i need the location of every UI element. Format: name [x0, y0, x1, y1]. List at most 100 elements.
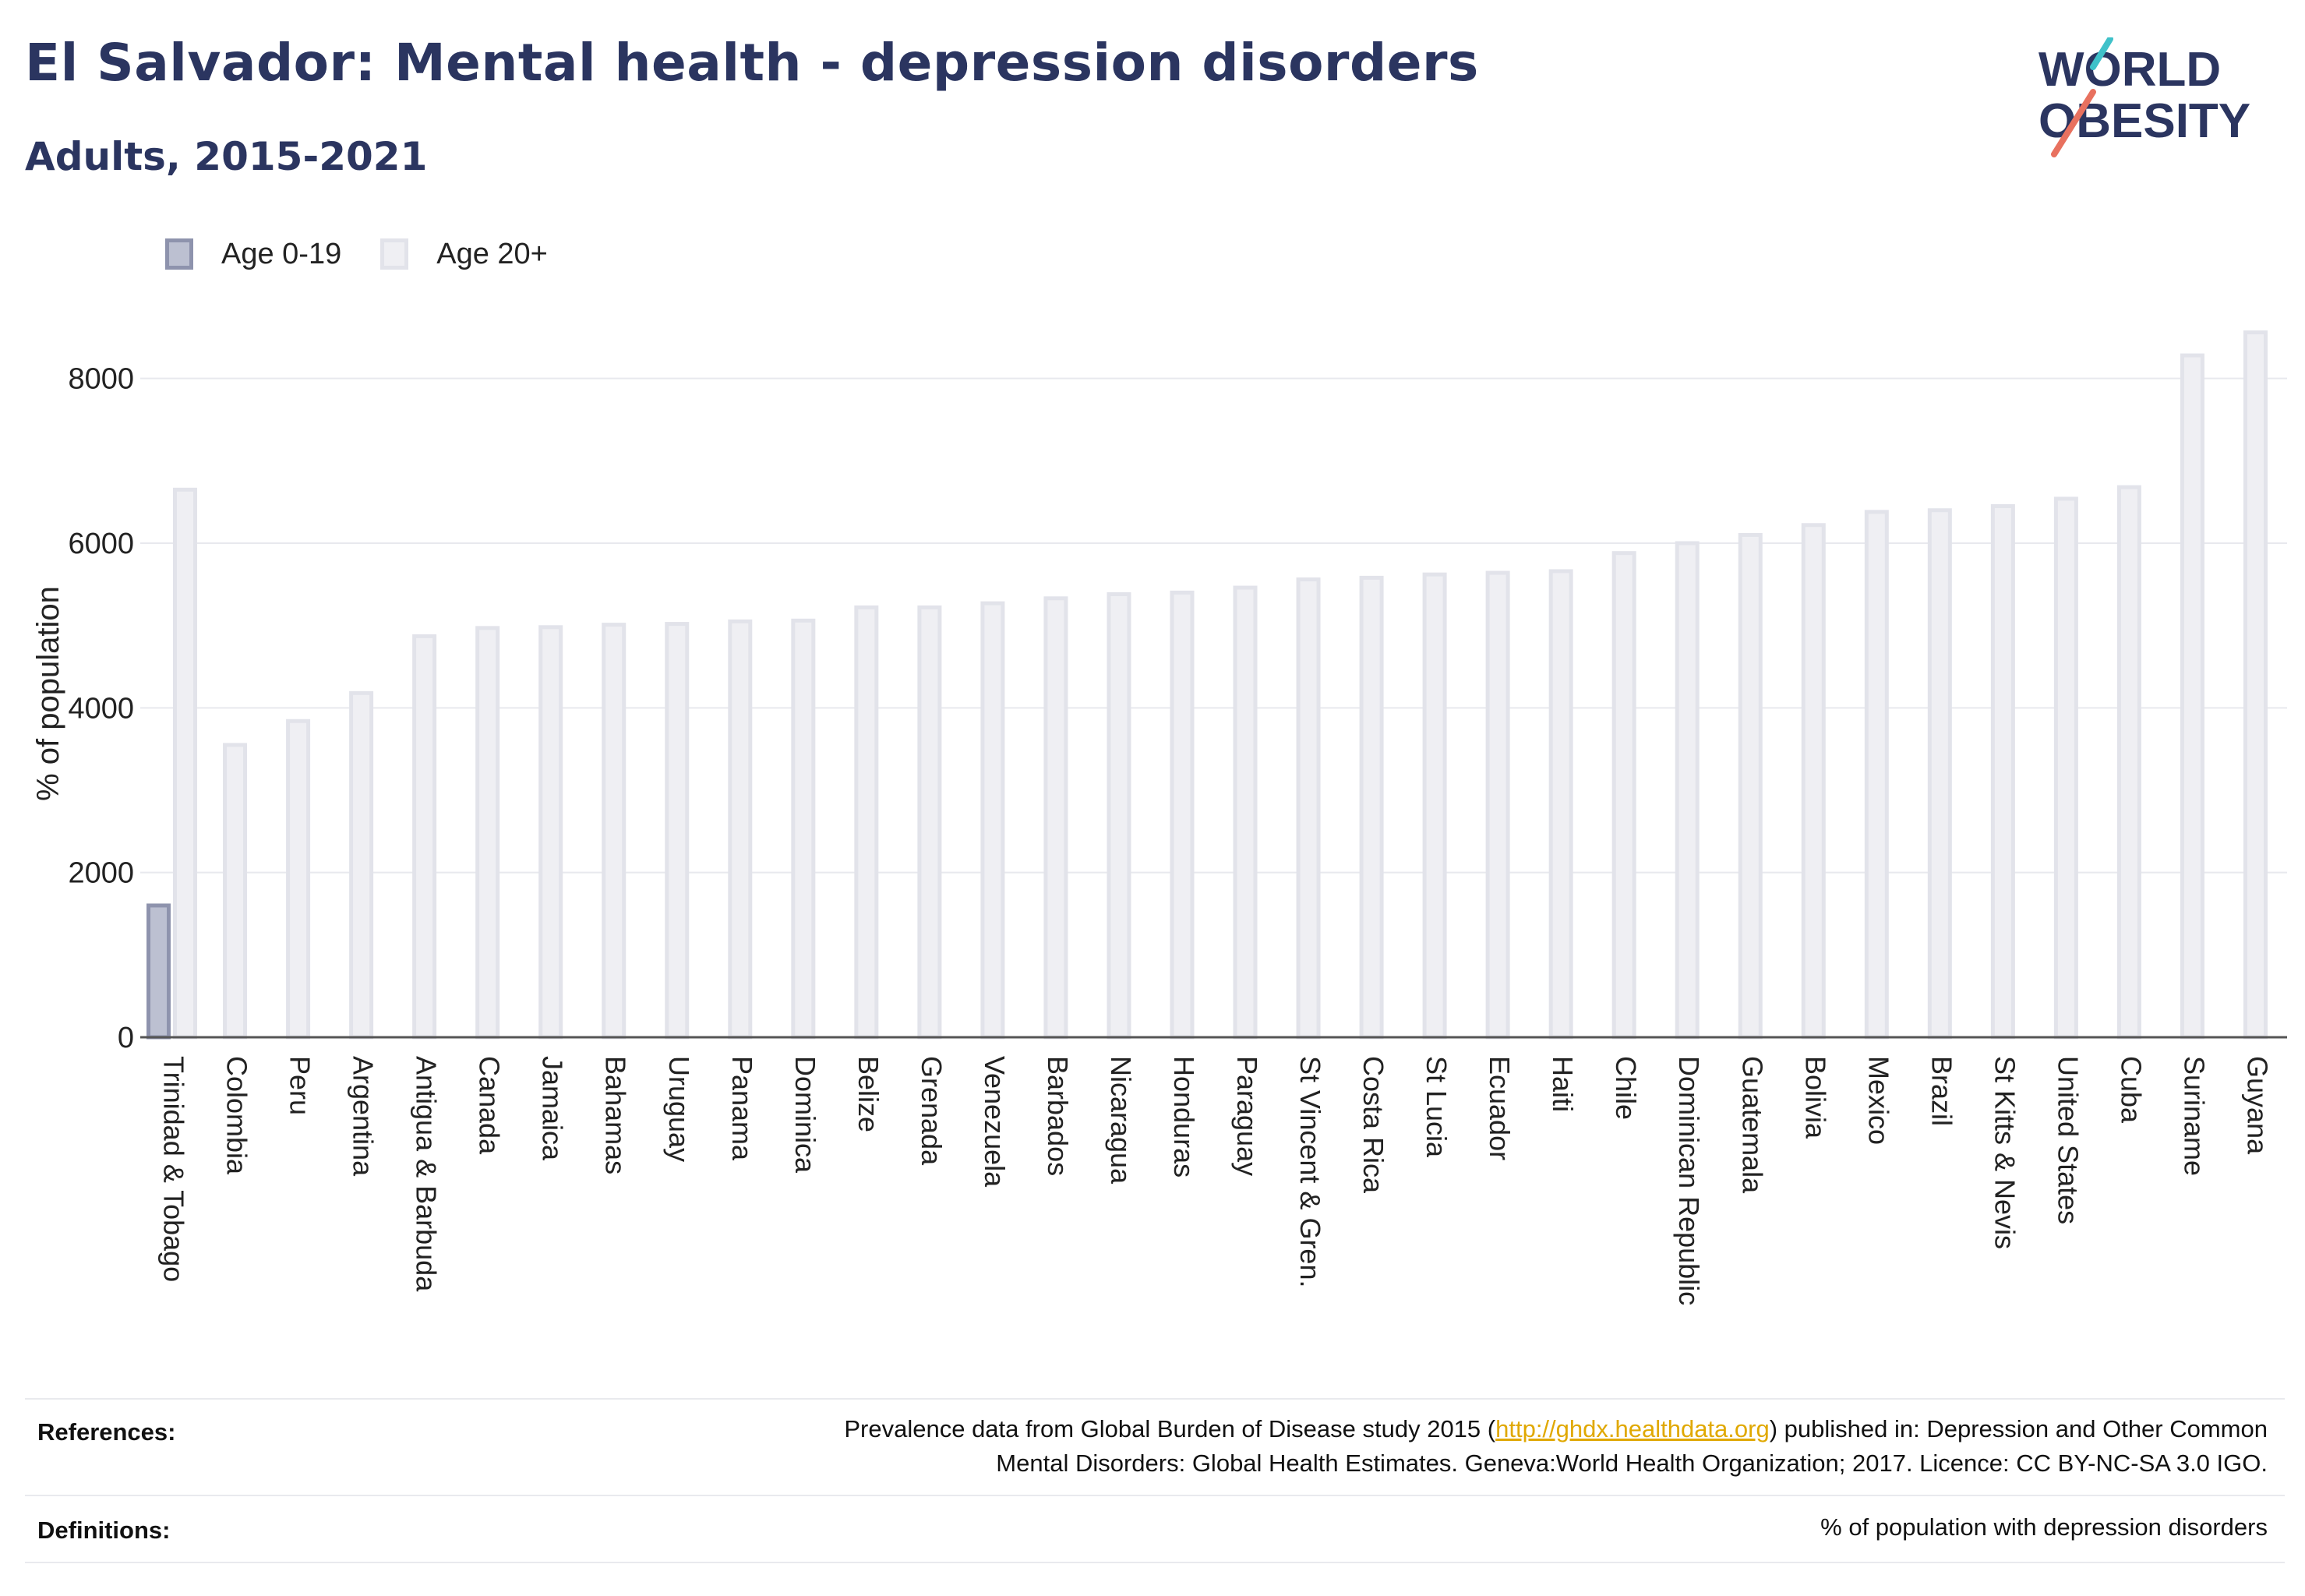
- references-label: References:: [37, 1418, 176, 1446]
- bar-age-20-plus: [1170, 590, 1195, 1040]
- bar-age-20-plus: [2116, 485, 2141, 1040]
- x-tick-label: Panama: [726, 1056, 758, 1161]
- y-tick-label: 6000: [68, 528, 134, 560]
- y-tick-label: 0: [118, 1022, 134, 1054]
- bar-age-20-plus: [349, 690, 374, 1040]
- y-tick-label: 2000: [68, 857, 134, 890]
- grid-lines: [140, 377, 2287, 874]
- legend-label: Age 0-19: [221, 237, 342, 270]
- footer-divider-bottom: [25, 1562, 2285, 1563]
- references-line2: Mental Disorders: Global Health Estimate…: [996, 1449, 2268, 1477]
- bar-age-20-plus: [1738, 532, 1763, 1040]
- legend-label: Age 20+: [436, 237, 548, 270]
- x-tick-label: Honduras: [1168, 1056, 1200, 1178]
- x-tick-label: Bolivia: [1799, 1056, 1831, 1139]
- bar-age-20-plus: [475, 626, 500, 1040]
- bar-chart: 0 2000 4000 6000 8000 Trinidad & Tobago Colom…: [31, 330, 2287, 1305]
- x-tick-label: Costa Rica: [1357, 1056, 1389, 1194]
- legend-item-age-20-plus[interactable]: Age 20+: [380, 238, 548, 271]
- x-tick-label: Paraguay: [1231, 1056, 1263, 1176]
- legend-swatch-age-0-19: [165, 238, 193, 270]
- x-tick-label: Bahamas: [600, 1056, 632, 1174]
- references-link[interactable]: http://ghdx.healthdata.org: [1495, 1415, 1770, 1442]
- bar-age-20-plus: [2180, 353, 2204, 1040]
- x-tick-label: Ecuador: [1484, 1056, 1516, 1160]
- bar-age-20-plus: [1611, 551, 1636, 1040]
- x-tick-label: Grenada: [916, 1056, 948, 1166]
- x-tick-label: Cuba: [2115, 1056, 2147, 1124]
- x-tick-label: Canada: [474, 1056, 506, 1155]
- bar-age-20-plus: [1485, 570, 1510, 1040]
- x-tick-label: Nicaragua: [1105, 1056, 1137, 1185]
- bar-age-20-plus: [791, 618, 816, 1040]
- y-tick-label: 4000: [68, 692, 134, 725]
- x-tick-label: Chile: [1610, 1056, 1642, 1120]
- logo-line1: WORLD: [2038, 43, 2221, 97]
- x-tick-label: Dominica: [789, 1056, 821, 1174]
- y-tick-label: 8000: [68, 363, 134, 396]
- bar-age-20-plus: [538, 625, 563, 1040]
- bar-age-20-plus: [223, 743, 248, 1040]
- bar-age-20-plus: [1927, 508, 1952, 1040]
- bar-age-20-plus: [412, 634, 437, 1040]
- x-tick-label: Barbados: [1042, 1056, 1074, 1176]
- definitions-text: % of population with depression disorder…: [1820, 1513, 2268, 1541]
- x-tick-label: Venezuela: [979, 1056, 1011, 1188]
- x-tick-label: St Kitts & Nevis: [1989, 1056, 2021, 1249]
- bar-age-20-plus: [173, 487, 198, 1040]
- chart-legend: Age 0-19 Age 20+: [165, 231, 587, 277]
- x-tick-label: Jamaica: [537, 1056, 569, 1161]
- bar-age-20-plus: [1548, 569, 1573, 1040]
- bar-age-20-plus: [286, 719, 311, 1040]
- bar-age-20-plus: [1359, 575, 1384, 1040]
- x-tick-label: St Lucia: [1421, 1056, 1453, 1158]
- bar-age-20-plus: [1801, 523, 1826, 1040]
- bar-age-20-plus: [854, 605, 879, 1040]
- bar-age-20-plus: [1864, 510, 1889, 1040]
- x-tick-label: Colombia: [221, 1056, 253, 1175]
- bar-age-20-plus: [1107, 592, 1131, 1040]
- x-tick-label: Suriname: [2178, 1056, 2210, 1176]
- x-tick-label: Guyana: [2241, 1056, 2273, 1155]
- bar-age-20-plus: [917, 605, 942, 1040]
- legend-item-age-0-19[interactable]: Age 0-19: [165, 238, 341, 271]
- x-tick-label: Peru: [284, 1056, 316, 1115]
- bars: [146, 330, 2268, 1040]
- bar-age-20-plus: [602, 623, 627, 1040]
- legend-swatch-age-20-plus: [380, 238, 409, 270]
- bar-age-0-19: [146, 903, 171, 1040]
- x-tick-label: Guatemala: [1736, 1056, 1768, 1194]
- bar-age-20-plus: [1675, 541, 1700, 1040]
- x-tick-label: St Vincent & Gren.: [1294, 1056, 1326, 1288]
- world-obesity-logo: WORLD OBESITY: [2038, 37, 2250, 157]
- bar-age-20-plus: [1233, 585, 1258, 1040]
- x-tick-label: Uruguay: [663, 1056, 695, 1162]
- references-post: ) published in: Depression and Other Com…: [1769, 1415, 2268, 1442]
- chart-title: El Salvador: Mental health - depression …: [25, 33, 1479, 93]
- references-pre: Prevalence data from Global Burden of Di…: [844, 1415, 1496, 1442]
- x-tick-label: Belize: [852, 1056, 884, 1132]
- x-tick-label: Antigua & Barbuda: [411, 1056, 443, 1292]
- bar-age-20-plus: [1422, 572, 1447, 1040]
- bar-age-20-plus: [2243, 330, 2268, 1040]
- bar-age-20-plus: [1296, 577, 1321, 1040]
- x-axis-labels: Trinidad & Tobago Colombia Peru Argentina An…: [158, 1056, 2274, 1305]
- bar-age-20-plus: [1043, 596, 1068, 1040]
- references-text: Prevalence data from Global Burden of Di…: [844, 1412, 2268, 1481]
- y-axis-label: % of population: [31, 586, 65, 801]
- x-tick-label: Dominican Republic: [1673, 1056, 1705, 1305]
- bar-age-20-plus: [980, 601, 1005, 1040]
- x-tick-label: Haiti: [1547, 1056, 1579, 1112]
- footer-divider-middle: [25, 1495, 2285, 1496]
- bar-age-20-plus: [728, 619, 753, 1040]
- x-tick-label: Mexico: [1862, 1056, 1894, 1145]
- x-tick-label: Brazil: [1926, 1056, 1957, 1126]
- x-tick-label: Argentina: [348, 1056, 379, 1177]
- bar-age-20-plus: [2053, 496, 2078, 1040]
- y-axis-ticks: 0 2000 4000 6000 8000: [68, 363, 134, 1054]
- definitions-label: Definitions:: [37, 1517, 171, 1544]
- bar-age-20-plus: [1990, 503, 2015, 1040]
- x-tick-label: United States: [2052, 1056, 2084, 1224]
- chart-subtitle: Adults, 2015-2021: [25, 134, 428, 179]
- x-tick-label: Trinidad & Tobago: [158, 1056, 190, 1282]
